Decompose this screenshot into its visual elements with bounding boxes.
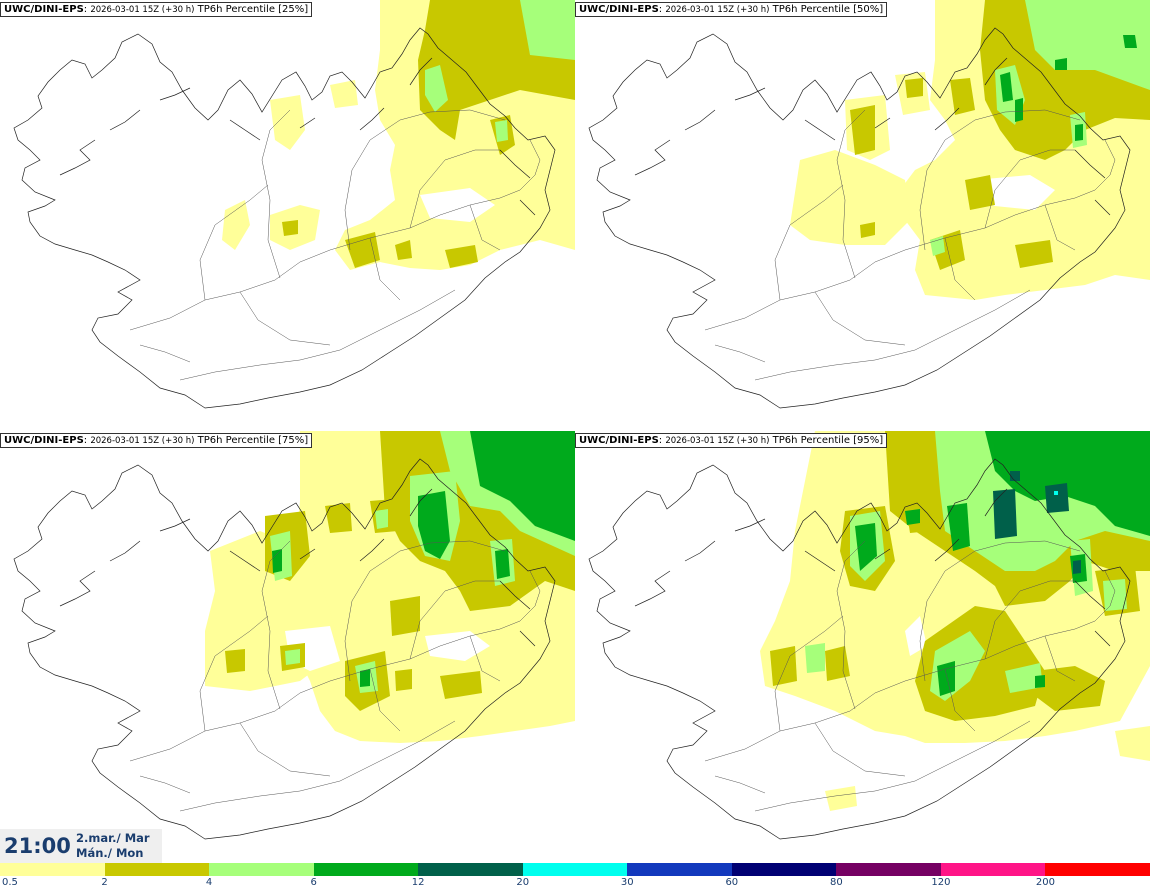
run-time: 2026-03-01 15Z (+30 h) <box>90 5 195 15</box>
field-name: TP6h Percentile [75%] <box>197 435 309 446</box>
precip-contours <box>760 431 1150 811</box>
map-panel-p95: UWC/DINI-EPS: 2026-03-01 15Z (+30 h) TP6… <box>575 431 1150 862</box>
colorbar-segment <box>627 863 732 876</box>
colorbar-segment <box>1045 863 1150 876</box>
colorbar-segment <box>0 863 105 876</box>
model-name: UWC/DINI-EPS <box>4 4 84 15</box>
colorbar-tick-label: 60 <box>725 877 739 888</box>
valid-time-dates: 2.mar./ Mar Mán./ Mon <box>76 831 150 861</box>
valid-date: 2.mar./ Mar <box>76 831 150 845</box>
colorbar-segment <box>940 863 1046 876</box>
run-time: 2026-03-01 15Z (+30 h) <box>665 436 770 446</box>
precip-map <box>13 0 575 409</box>
model-name: UWC/DINI-EPS <box>4 435 84 446</box>
colorbar-tick-label: 4 <box>205 877 213 888</box>
model-name: UWC/DINI-EPS <box>579 4 659 15</box>
colorbar-tick-label: 0.5 <box>2 877 18 888</box>
valid-time-clock: 21:00 <box>4 834 71 858</box>
precip-map <box>588 0 1150 409</box>
colorbar-tick-label: 6 <box>310 877 317 888</box>
precip-colorbar <box>0 863 1150 876</box>
colorbar-tick-label: 80 <box>829 877 843 888</box>
colorbar-segment <box>418 863 523 876</box>
colorbar-tick-label: 120 <box>931 877 951 888</box>
colorbar-tick-label: 200 <box>1035 877 1055 888</box>
panel-title: UWC/DINI-EPS: 2026-03-01 15Z (+30 h) TP6… <box>575 433 888 448</box>
run-time: 2026-03-01 15Z (+30 h) <box>90 436 195 446</box>
field-name: TP6h Percentile [50%] <box>772 4 884 15</box>
map-panel-p50: UWC/DINI-EPS: 2026-03-01 15Z (+30 h) TP6… <box>575 0 1150 431</box>
colorbar-tick-label: 30 <box>620 877 634 888</box>
colorbar-segment <box>731 863 837 876</box>
model-name: UWC/DINI-EPS <box>579 435 659 446</box>
panel-title: UWC/DINI-EPS: 2026-03-01 15Z (+30 h) TP6… <box>0 2 313 17</box>
precip-map <box>13 431 575 840</box>
precip-contours <box>790 0 1150 300</box>
field-name: TP6h Percentile [95%] <box>772 435 884 446</box>
colorbar-ticks: 0.5 2 4 6 12 20 30 60 80 120 200 <box>0 876 1150 891</box>
colorbar-segment <box>836 863 941 876</box>
precip-map <box>588 431 1150 840</box>
colorbar-tick-label: 20 <box>516 877 530 888</box>
colorbar-tick-label: 2 <box>101 877 108 888</box>
panel-title: UWC/DINI-EPS: 2026-03-01 15Z (+30 h) TP6… <box>0 433 313 448</box>
precip-contours <box>222 0 575 270</box>
map-panel-p75: UWC/DINI-EPS: 2026-03-01 15Z (+30 h) TP6… <box>0 431 575 862</box>
colorbar-segment <box>313 863 419 876</box>
field-name: TP6h Percentile [25%] <box>197 4 309 15</box>
map-panel-p25: UWC/DINI-EPS: 2026-03-01 15Z (+30 h) TP6… <box>0 0 575 431</box>
colorbar-tick-label: 12 <box>411 877 425 888</box>
colorbar-segment <box>209 863 314 876</box>
precip-contours <box>205 431 575 743</box>
run-time: 2026-03-01 15Z (+30 h) <box>665 5 770 15</box>
colorbar-segment <box>522 863 628 876</box>
colorbar-segment <box>104 863 210 876</box>
panel-title: UWC/DINI-EPS: 2026-03-01 15Z (+30 h) TP6… <box>575 2 888 17</box>
valid-weekday: Mán./ Mon <box>76 846 144 860</box>
valid-time-box: 21:00 2.mar./ Mar Mán./ Mon <box>0 829 162 863</box>
